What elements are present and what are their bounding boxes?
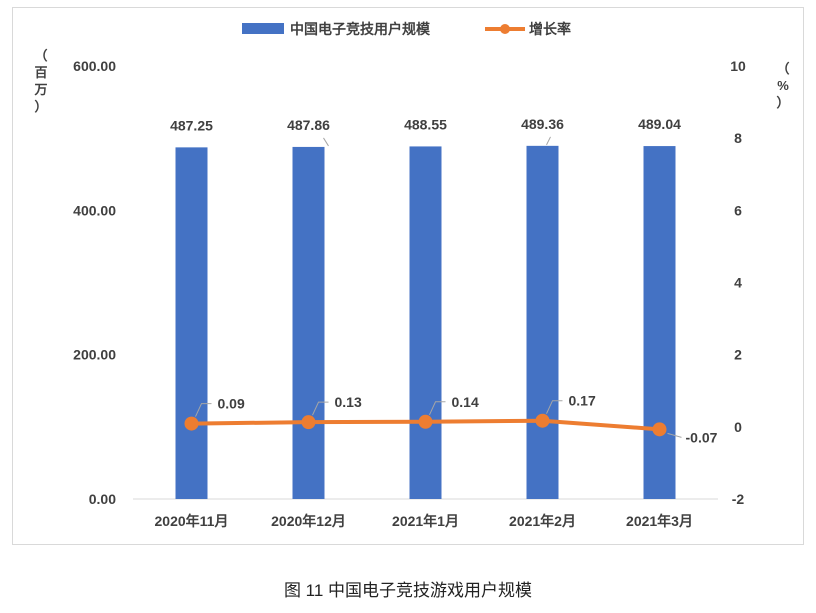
y-right-unit-label: （%） (776, 61, 789, 110)
bar-label-leader (546, 136, 551, 146)
rate-point (418, 414, 433, 429)
bar (292, 146, 325, 499)
x-tick-label: 2020年11月 (155, 513, 229, 529)
rate-label-leader (667, 432, 682, 438)
rate-value-label: 0.14 (452, 394, 479, 410)
bar (175, 147, 208, 499)
bar (526, 145, 559, 499)
y-right-tick-label: 0 (734, 419, 742, 435)
bar (643, 146, 676, 500)
y-right-tick-label: 4 (734, 275, 742, 291)
bar-value-label: 489.36 (521, 116, 564, 132)
legend-label-line: 增长率 (529, 21, 571, 37)
y-left-unit-label: （百万） (33, 48, 47, 114)
legend-label-bar: 中国电子竞技用户规模 (290, 21, 431, 37)
rate-label-leader (195, 403, 212, 417)
y-left-tick-label: 200.00 (73, 347, 116, 363)
y-right-tick-label: -2 (732, 491, 745, 507)
bar-label-leader (323, 137, 329, 147)
x-tick-label: 2021年3月 (626, 513, 693, 529)
rate-label-leader (312, 401, 329, 416)
rate-value-label: -0.07 (686, 429, 718, 445)
bar-value-label: 489.04 (638, 116, 681, 132)
rate-label-leader (429, 401, 446, 415)
y-right-tick-label: 10 (730, 58, 746, 74)
x-tick-label: 2021年2月 (509, 513, 576, 529)
rate-label-leader (546, 400, 563, 414)
y-left-tick-label: 400.00 (73, 202, 116, 218)
figure-caption: 图 11 中国电子竞技游戏用户规模 (283, 581, 533, 600)
rate-value-label: 0.09 (218, 396, 245, 412)
legend-marker-line (500, 24, 510, 34)
legend-swatch-bar (242, 23, 284, 34)
rate-point (184, 416, 199, 431)
bar-value-label: 488.55 (404, 116, 447, 132)
x-tick-label: 2021年1月 (392, 513, 459, 529)
rate-point (535, 413, 550, 428)
combo-chart: 中国电子竞技用户规模 增长率 0.00 200.00 400.00 600.00 -2 0 2 4… (33, 21, 789, 529)
y-left-tick-label: 0.00 (89, 491, 116, 507)
rate-value-label: 0.13 (335, 394, 362, 410)
rate-point (301, 415, 316, 430)
bar-value-label: 487.25 (170, 117, 213, 133)
rate-value-label: 0.17 (569, 393, 596, 409)
rate-point (652, 422, 667, 437)
bar (409, 146, 442, 499)
y-right-tick-label: 8 (734, 130, 742, 146)
y-left-tick-label: 600.00 (73, 58, 116, 74)
x-tick-label: 2020年12月 (271, 513, 346, 529)
y-right-tick-label: 6 (734, 202, 742, 218)
y-right-tick-label: 2 (734, 347, 742, 363)
bar-value-label: 487.86 (287, 117, 330, 133)
